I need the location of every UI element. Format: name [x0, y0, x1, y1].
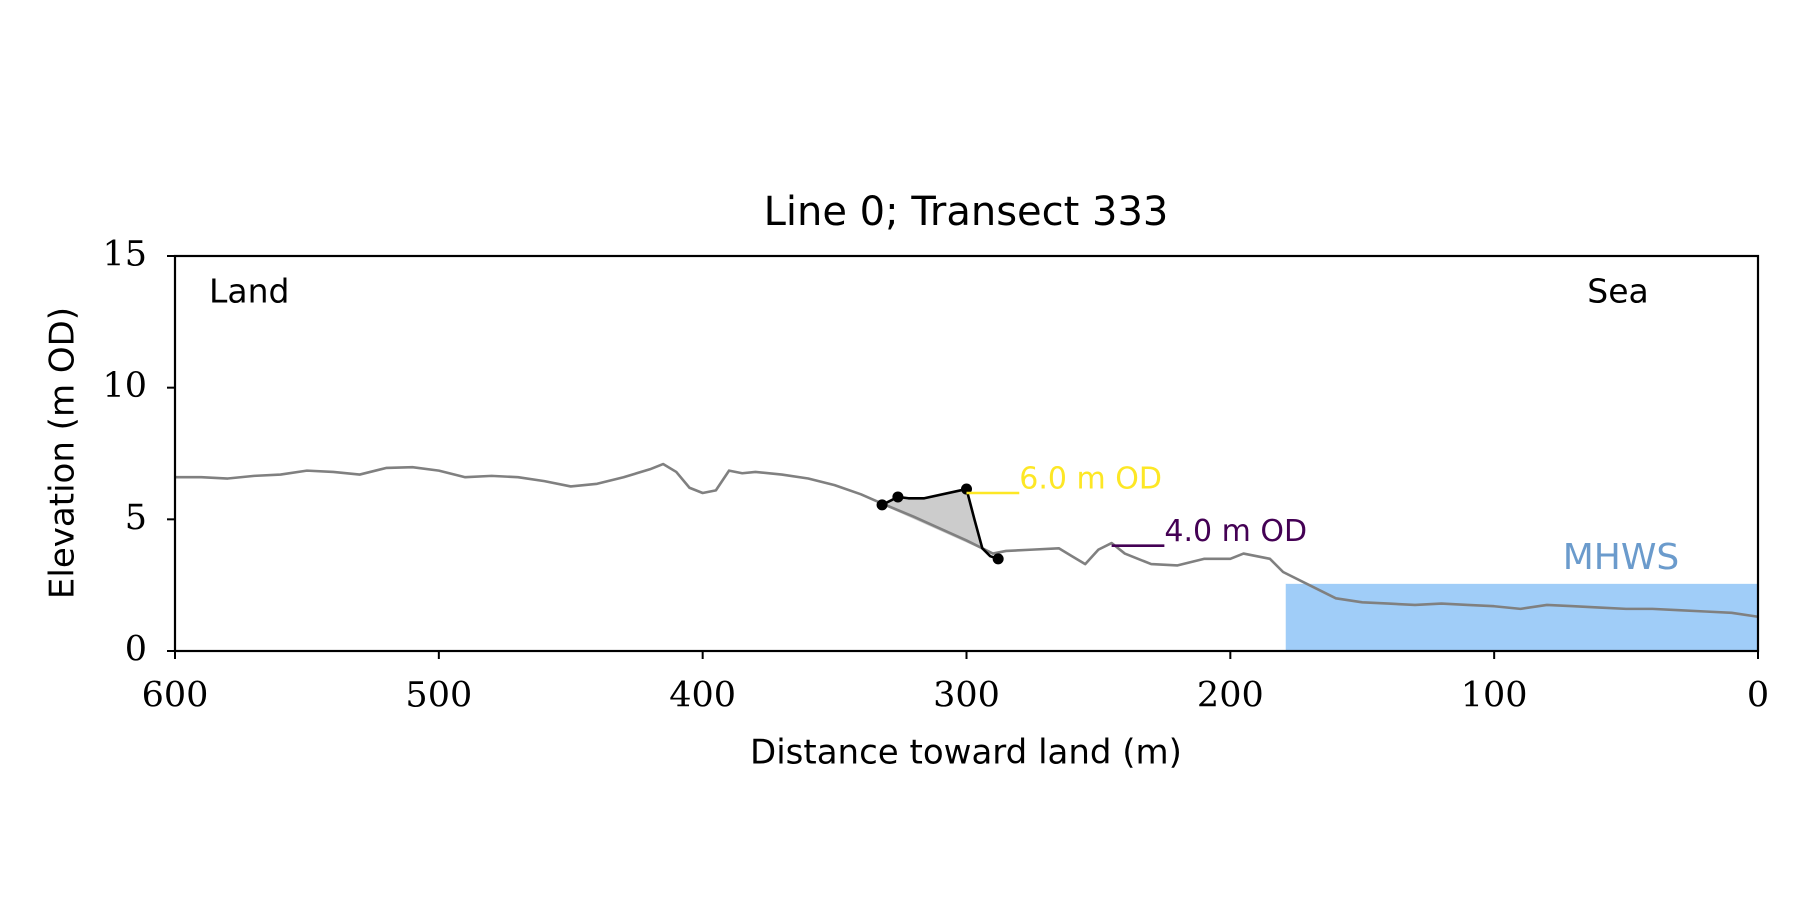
y-axis-label: Elevation (m OD) — [43, 307, 83, 599]
eroded-area — [882, 489, 983, 550]
annotation: Sea — [1587, 272, 1648, 311]
x-tick-label: 200 — [1197, 676, 1264, 716]
point — [876, 499, 888, 511]
point — [992, 553, 1004, 565]
x-tick-label: 100 — [1461, 676, 1528, 716]
y-tick-label: 0 — [125, 630, 147, 670]
x-axis-label: Distance toward land (m) — [750, 733, 1182, 773]
y-tick-label: 15 — [102, 235, 147, 275]
x-tick-label: 0 — [1747, 676, 1769, 716]
annotation: Land — [209, 272, 289, 311]
contour-label: 4.0 m OD — [1164, 514, 1307, 549]
mhws-label: MHWS — [1563, 537, 1680, 578]
y-tick-label: 5 — [125, 498, 147, 538]
contour-label: 6.0 m OD — [1019, 462, 1162, 497]
y-tick-label: 10 — [102, 366, 147, 406]
mhws-area — [1285, 583, 1758, 651]
profile-line — [175, 462, 1759, 619]
chart-title: Line 0; Transect 333 — [764, 189, 1169, 235]
point — [892, 491, 904, 503]
x-tick-label: 400 — [669, 676, 736, 716]
x-tick-label: 600 — [142, 676, 209, 716]
x-tick-label: 300 — [933, 676, 1000, 716]
x-tick-label: 500 — [405, 676, 472, 716]
